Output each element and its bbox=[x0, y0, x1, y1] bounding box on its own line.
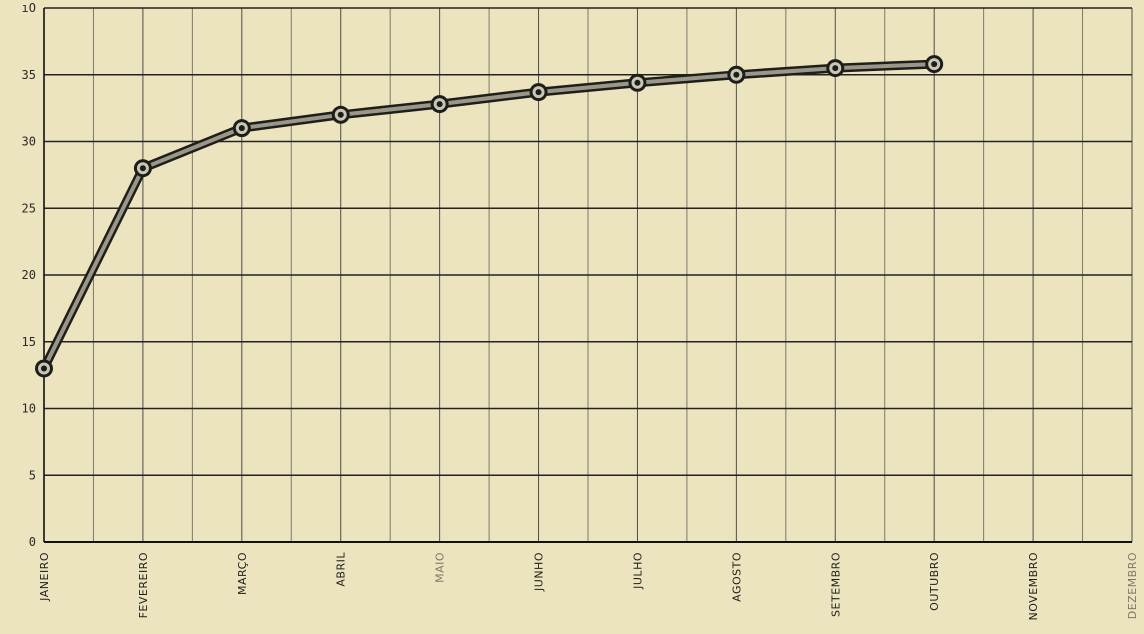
x-tick-label: DEZEMBRO bbox=[1126, 552, 1139, 619]
data-point-center bbox=[41, 365, 47, 372]
data-point-center bbox=[535, 89, 542, 96]
data-point-center bbox=[436, 101, 443, 108]
y-tick-label: ıO bbox=[22, 1, 36, 15]
series-line-inner bbox=[42, 62, 937, 371]
data-points bbox=[35, 55, 944, 378]
data-point bbox=[529, 83, 548, 102]
y-tick-label: 15 bbox=[22, 335, 36, 349]
x-tick-label: SETEMBRO bbox=[829, 552, 842, 617]
x-tick-label: MARÇO bbox=[236, 552, 249, 595]
series-line bbox=[39, 59, 939, 373]
data-point bbox=[35, 359, 53, 378]
x-axis-ticks: JANEIRO FEVEREIRO MARÇO ABRIL MAIO JUNHO JULHO… bbox=[38, 552, 1139, 621]
x-tick-label: FEVEREIRO bbox=[137, 552, 150, 618]
y-axis-ticks: 0 5 10 15 20 25 30 35 ıO bbox=[22, 1, 36, 549]
data-point-center bbox=[832, 65, 839, 72]
x-tick-label: AGOSTO bbox=[730, 552, 743, 602]
x-tick-label: JULHO bbox=[631, 552, 644, 590]
y-tick-label: 0 bbox=[29, 535, 36, 549]
data-point-center bbox=[733, 71, 740, 78]
x-tick-label: MAIO bbox=[434, 552, 447, 583]
x-tick-label: ABRIL bbox=[335, 552, 348, 587]
y-tick-label: 10 bbox=[22, 402, 36, 416]
y-tick-label: 25 bbox=[22, 201, 36, 215]
y-tick-label: 20 bbox=[22, 268, 36, 282]
data-point-center bbox=[931, 61, 938, 68]
data-point bbox=[628, 73, 647, 92]
x-tick-label: JANEIRO bbox=[38, 552, 51, 602]
y-tick-label: 5 bbox=[29, 468, 36, 482]
data-point-center bbox=[238, 125, 245, 132]
data-point bbox=[133, 159, 152, 178]
y-tick-label: 35 bbox=[22, 68, 36, 82]
data-point bbox=[232, 119, 251, 138]
data-point bbox=[727, 65, 746, 84]
data-point-center bbox=[337, 111, 344, 118]
data-point bbox=[826, 59, 845, 78]
data-point bbox=[430, 95, 449, 114]
x-tick-label: OUTUBRO bbox=[928, 552, 941, 611]
grid bbox=[43, 7, 1133, 543]
data-point-center bbox=[139, 165, 146, 172]
data-point bbox=[331, 105, 350, 124]
x-tick-label: JUNHO bbox=[533, 552, 546, 592]
x-tick-label: NOVEMBRO bbox=[1027, 552, 1040, 621]
data-point bbox=[925, 55, 944, 74]
data-point-center bbox=[634, 79, 641, 86]
y-tick-label: 30 bbox=[22, 135, 36, 149]
